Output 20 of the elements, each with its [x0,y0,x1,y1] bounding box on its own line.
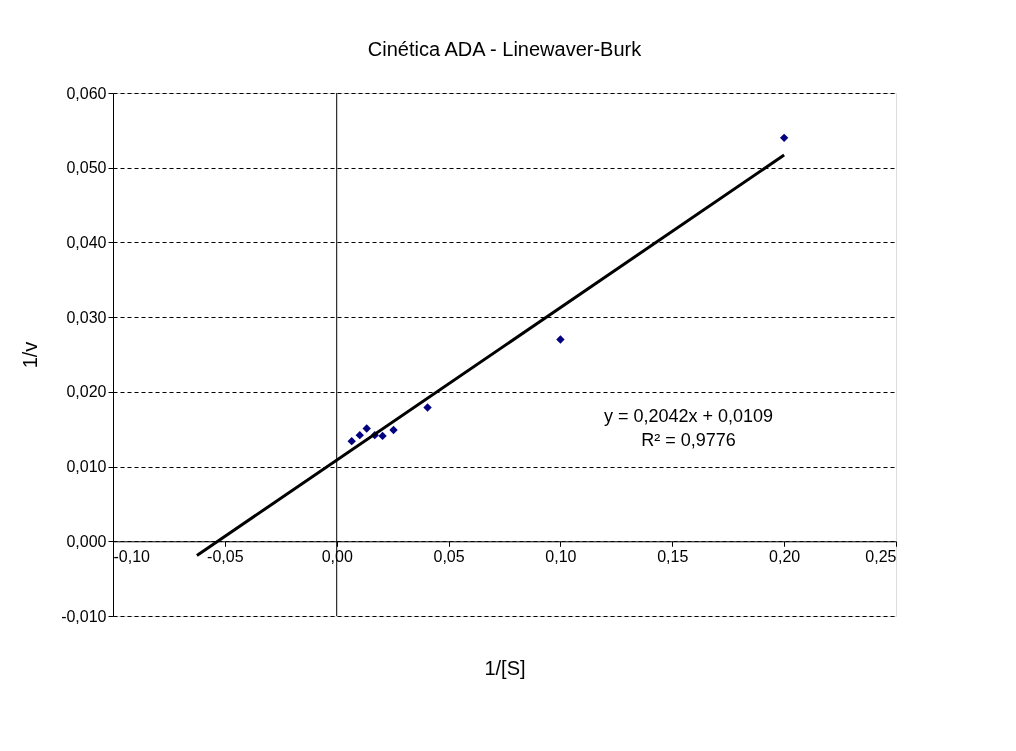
chart-title: Cinética ADA - Linewaver-Burk [367,38,643,60]
annotation: y = 0,2042x + 0,0109 [603,406,774,427]
x-axis-title: 1/[S] [484,656,526,679]
y-tick-label: 0,060 [66,84,107,102]
y-tick-label: 0,020 [66,383,107,401]
y-tick-label: 0,040 [66,233,107,251]
y-tick-label: 0,010 [66,458,107,476]
x-tick-label: 0,05 [433,547,465,565]
annotation: R² = 0,9776 [641,430,736,451]
x-tick-label: 0,25 [865,547,897,565]
x-tick-label: 0,15 [657,547,689,565]
y-tick-label: 0,050 [66,159,107,177]
x-tick-label: -0,05 [207,547,244,565]
x-tick-label: 0,20 [769,547,801,565]
y-axis-title: 1/v [19,341,42,369]
x-tick-label: 0,10 [545,547,577,565]
y-tick-label: 0,000 [66,532,107,550]
y-tick-label: 0,030 [66,308,107,326]
y-tick-label: -0,010 [61,607,107,625]
x-tick-label: -0,10 [113,547,151,565]
